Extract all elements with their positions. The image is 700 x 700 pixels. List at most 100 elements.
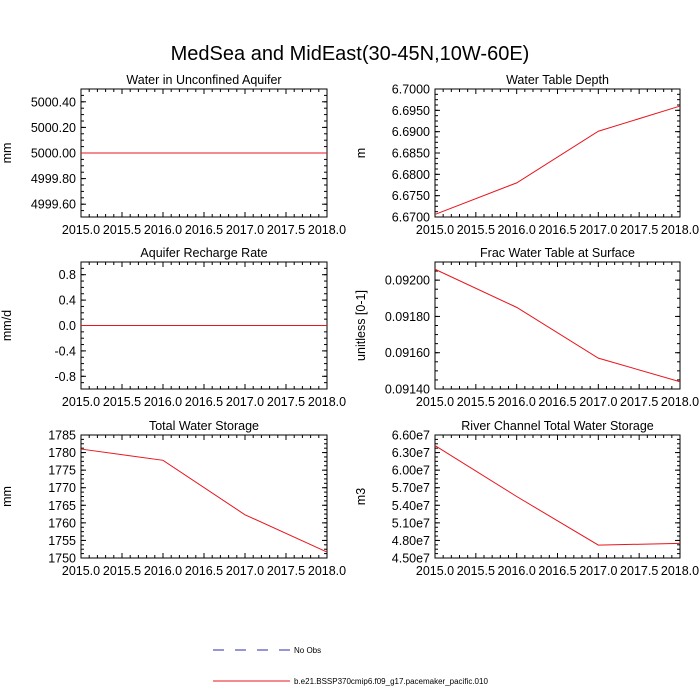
x-tick-label: 2018.0 xyxy=(661,395,699,409)
x-tick-label: 2018.0 xyxy=(308,564,346,578)
y-tick-label: 1770 xyxy=(48,481,76,495)
x-tick-label: 2017.5 xyxy=(620,564,658,578)
y-tick-label: 6.30e7 xyxy=(392,446,430,460)
legend-label-model-run: b.e21.BSSP370cmip6.f09_g17.pacemaker_pac… xyxy=(294,677,488,686)
y-tick-label: 0.8 xyxy=(59,268,76,282)
y-tick-label: 0.4 xyxy=(59,294,76,308)
x-tick-label: 2016.0 xyxy=(144,223,182,237)
panel-title: Water Table Depth xyxy=(506,73,609,87)
y-axis-label: mm xyxy=(0,486,14,507)
panel-frac-water-table-at-surface: Frac Water Table at Surface unitless [0-1… xyxy=(354,246,699,409)
y-tick-label: 1775 xyxy=(48,464,76,478)
x-tick-label: 2016.0 xyxy=(498,223,536,237)
x-tick-label: 2018.0 xyxy=(661,223,699,237)
x-tick-label: 2017.5 xyxy=(620,395,658,409)
x-tick-label: 2017.0 xyxy=(226,395,264,409)
y-tick-label: 0.09180 xyxy=(385,310,430,324)
y-tick-label: 4.50e7 xyxy=(392,552,430,566)
x-tick-label: 2017.0 xyxy=(579,564,617,578)
x-tick-label: 2015.0 xyxy=(62,564,100,578)
panel-river-channel-total-water-storage: River Channel Total Water Storage m3 2015.… xyxy=(354,419,699,578)
plot-frame xyxy=(434,261,681,390)
x-tick-label: 2018.0 xyxy=(661,564,699,578)
y-tick-label: 1760 xyxy=(48,516,76,530)
y-tick-label: 6.6950 xyxy=(392,104,430,118)
panel-title: Total Water Storage xyxy=(149,419,259,433)
panel-title: Water in Unconfined Aquifer xyxy=(126,73,281,87)
y-tick-label: 1755 xyxy=(48,534,76,548)
y-tick-label: -0.8 xyxy=(54,370,76,384)
x-tick-label: 2017.5 xyxy=(267,564,305,578)
y-tick-label: 1750 xyxy=(48,552,76,566)
plot-frame xyxy=(80,434,328,559)
x-tick-label: 2017.5 xyxy=(620,223,658,237)
x-tick-label: 2017.5 xyxy=(267,395,305,409)
x-tick-label: 2015.5 xyxy=(103,223,141,237)
x-tick-label: 2015.0 xyxy=(416,395,454,409)
panel-title: River Channel Total Water Storage xyxy=(461,419,654,433)
y-tick-label: 4999.80 xyxy=(31,172,76,186)
y-axis-label: m3 xyxy=(354,488,368,505)
y-axis-label: mm xyxy=(0,143,14,164)
panel-water-table-depth: Water Table Depth m 2015.0 2015.5 2016.0 2016… xyxy=(354,73,699,237)
y-tick-label: 6.60e7 xyxy=(392,429,430,443)
panel-water-in-unconfined-aquifer: Water in Unconfined Aquifer mm 2015.0 2015.… xyxy=(0,73,346,237)
y-tick-label: 0.09200 xyxy=(385,274,430,288)
plot-frame xyxy=(434,88,681,218)
y-tick-label: 0.0 xyxy=(59,319,76,333)
x-tick-label: 2015.5 xyxy=(103,395,141,409)
y-tick-label: 6.6850 xyxy=(392,147,430,161)
y-tick-label: 5000.00 xyxy=(31,147,76,161)
plot-frame xyxy=(434,434,681,559)
panel-title: Frac Water Table at Surface xyxy=(480,246,635,260)
y-tick-label: 0.09160 xyxy=(385,346,430,360)
x-tick-label: 2018.0 xyxy=(308,223,346,237)
x-tick-label: 2015.5 xyxy=(457,395,495,409)
x-tick-label: 2016.0 xyxy=(498,564,536,578)
y-tick-label: 4.80e7 xyxy=(392,534,430,548)
series-line xyxy=(434,105,681,215)
y-axis-label: m xyxy=(354,148,368,158)
y-axis-label: mm/d xyxy=(0,310,14,341)
y-tick-label: 6.6700 xyxy=(392,211,430,225)
x-tick-label: 2016.5 xyxy=(185,223,223,237)
x-tick-label: 2015.0 xyxy=(62,395,100,409)
y-tick-label: 6.6900 xyxy=(392,125,430,139)
y-axis-label: unitless [0-1] xyxy=(354,290,368,361)
y-tick-label: 6.6750 xyxy=(392,189,430,203)
x-tick-label: 2015.0 xyxy=(62,223,100,237)
x-tick-label: 2016.5 xyxy=(185,564,223,578)
y-tick-label: 1780 xyxy=(48,446,76,460)
series-line xyxy=(80,448,328,553)
y-tick-label: -0.4 xyxy=(54,344,76,358)
x-tick-label: 2015.5 xyxy=(103,564,141,578)
x-tick-label: 2017.5 xyxy=(267,223,305,237)
y-tick-label: 6.7000 xyxy=(392,83,430,97)
y-tick-label: 1765 xyxy=(48,499,76,513)
y-tick-label: 5.10e7 xyxy=(392,516,430,530)
x-tick-label: 2015.0 xyxy=(416,223,454,237)
y-tick-label: 6.6800 xyxy=(392,168,430,182)
x-tick-label: 2015.5 xyxy=(457,223,495,237)
series-line xyxy=(434,445,681,546)
x-tick-label: 2017.0 xyxy=(226,223,264,237)
y-tick-label: 5000.20 xyxy=(31,121,76,135)
x-tick-label: 2016.5 xyxy=(538,564,576,578)
y-tick-label: 5.70e7 xyxy=(392,481,430,495)
legend: No Obs b.e21.BSSP370cmip6.f09_g17.pacema… xyxy=(213,646,488,686)
x-tick-label: 2017.0 xyxy=(579,395,617,409)
x-tick-label: 2016.5 xyxy=(185,395,223,409)
series-line xyxy=(434,268,681,383)
panel-title: Aquifer Recharge Rate xyxy=(140,246,267,260)
x-tick-label: 2016.0 xyxy=(144,564,182,578)
x-tick-label: 2017.0 xyxy=(226,564,264,578)
x-tick-label: 2016.0 xyxy=(144,395,182,409)
figure-title: MedSea and MidEast(30-45N,10W-60E) xyxy=(171,43,530,65)
x-tick-label: 2015.5 xyxy=(457,564,495,578)
x-tick-label: 2016.5 xyxy=(538,223,576,237)
y-tick-label: 4999.60 xyxy=(31,198,76,212)
